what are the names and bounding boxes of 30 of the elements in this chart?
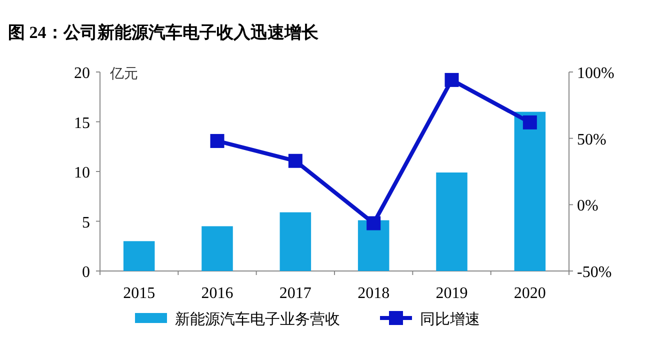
bar bbox=[436, 172, 468, 271]
x-tick-label: 2018 bbox=[358, 285, 390, 302]
y2-tick-label: 0% bbox=[577, 198, 598, 215]
y-tick-label: 15 bbox=[74, 114, 90, 132]
point bbox=[210, 134, 224, 148]
y-tick-label: 5 bbox=[82, 214, 90, 232]
legend-label: 新能源汽车电子业务营收 bbox=[175, 311, 340, 328]
y2-tick-label: 100% bbox=[577, 65, 614, 82]
legend-label: 同比增速 bbox=[420, 311, 480, 328]
bar bbox=[514, 112, 546, 271]
point bbox=[522, 115, 537, 130]
chart-title: 图 24：公司新能源汽车电子收入迅速增长 bbox=[8, 23, 320, 42]
bar bbox=[202, 226, 233, 271]
x-tick-label: 2019 bbox=[436, 285, 468, 302]
x-tick-label: 2020 bbox=[514, 285, 546, 302]
x-tick-label: 2015 bbox=[123, 285, 156, 302]
y2-tick-label: 50% bbox=[577, 131, 606, 148]
point bbox=[288, 154, 302, 168]
x-tick-label: 2016 bbox=[201, 285, 234, 302]
bar bbox=[358, 220, 390, 271]
point bbox=[366, 216, 381, 230]
y-tick-label: 20 bbox=[74, 65, 90, 82]
y2-tick-label: -50% bbox=[577, 264, 612, 281]
bar bbox=[280, 212, 312, 271]
y-axis-title: 亿元 bbox=[109, 66, 138, 82]
bar bbox=[123, 241, 155, 271]
x-tick-label: 2017 bbox=[279, 285, 312, 302]
point bbox=[444, 72, 459, 87]
y-tick-label: 10 bbox=[74, 164, 90, 182]
y-tick-label: 0 bbox=[82, 264, 90, 281]
